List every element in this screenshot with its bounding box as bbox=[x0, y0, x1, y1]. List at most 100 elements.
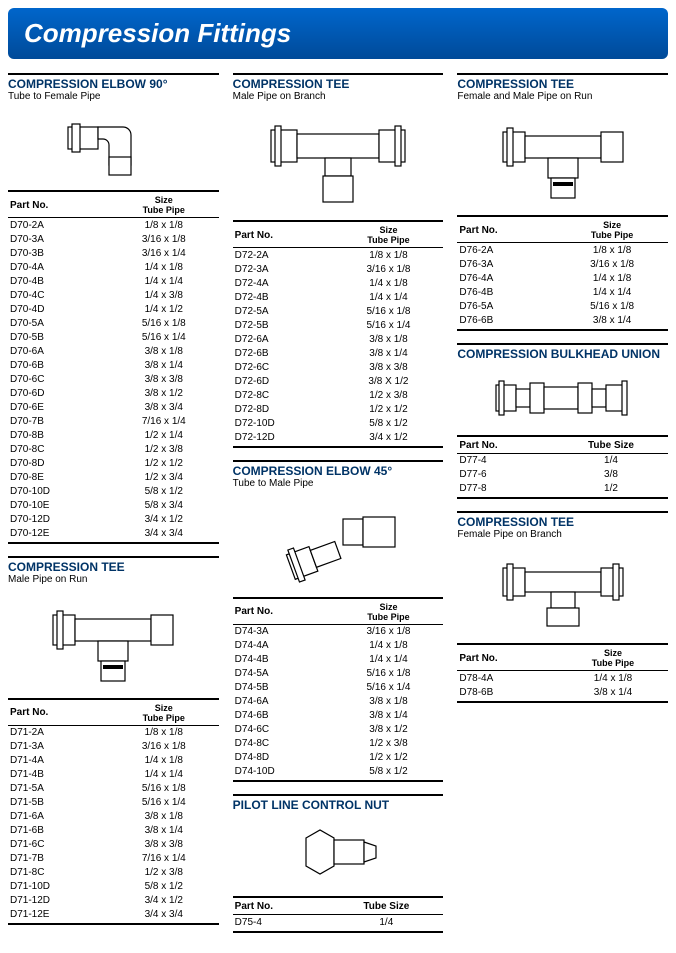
col-header-part: Part No. bbox=[457, 436, 554, 454]
table-row: D70-4A1/4 x 1/8 bbox=[8, 260, 219, 274]
part-size: 3/16 x 1/8 bbox=[334, 262, 444, 276]
section-title: COMPRESSION TEE bbox=[457, 73, 668, 91]
table-row: D71-4B1/4 x 1/4 bbox=[8, 768, 219, 782]
part-size: 3/8 x 1/4 bbox=[109, 824, 219, 838]
part-size: 1/2 x 3/8 bbox=[334, 737, 444, 751]
part-size: 3/4 x 1/2 bbox=[109, 894, 219, 908]
part-number: D72-4B bbox=[233, 290, 334, 304]
part-size: 1/4 x 1/4 bbox=[334, 290, 444, 304]
part-size: 3/8 X 1/2 bbox=[334, 374, 444, 388]
part-size: 3/8 x 1/8 bbox=[334, 695, 444, 709]
catalog-section: COMPRESSION TEEMale Pipe on Run Part No.… bbox=[8, 556, 219, 926]
part-size: 3/8 bbox=[554, 468, 668, 482]
table-row: D71-6A3/8 x 1/8 bbox=[8, 810, 219, 824]
size-head-2: Tube Pipe bbox=[336, 612, 442, 622]
section-title: COMPRESSION ELBOW 90° bbox=[8, 73, 219, 91]
part-size: 3/4 x 3/4 bbox=[109, 526, 219, 543]
part-size: 5/16 x 1/8 bbox=[556, 299, 668, 313]
catalog-section: COMPRESSION ELBOW 45°Tube to Male Pipe P… bbox=[233, 460, 444, 783]
col-header-size: SizeTube Pipe bbox=[109, 699, 219, 726]
col-header-part: Part No. bbox=[8, 191, 109, 218]
table-row: D71-12D3/4 x 1/2 bbox=[8, 894, 219, 908]
fitting-illustration bbox=[233, 493, 444, 597]
table-row: D70-6E3/8 x 3/4 bbox=[8, 400, 219, 414]
table-row: D78-4A1/4 x 1/8 bbox=[457, 671, 668, 686]
part-number: D70-4B bbox=[8, 274, 109, 288]
table-row: D75-41/4 bbox=[233, 915, 444, 932]
parts-table: Part No.SizeTube PipeD71-2A1/8 x 1/8D71-… bbox=[8, 698, 219, 926]
part-number: D71-4A bbox=[8, 754, 109, 768]
col-header-size: SizeTube Pipe bbox=[558, 644, 668, 671]
fitting-illustration bbox=[457, 544, 668, 643]
part-number: D72-2A bbox=[233, 248, 334, 263]
table-row: D74-6C3/8 x 1/2 bbox=[233, 723, 444, 737]
part-number: D71-6B bbox=[8, 824, 109, 838]
col-header-part: Part No. bbox=[233, 897, 330, 915]
parts-table: Part No.SizeTube PipeD76-2A1/8 x 1/8D76-… bbox=[457, 215, 668, 331]
table-row: D71-12E3/4 x 3/4 bbox=[8, 908, 219, 925]
part-number: D70-8D bbox=[8, 456, 109, 470]
table-row: D70-6D3/8 x 1/2 bbox=[8, 386, 219, 400]
section-subtitle: Male Pipe on Run bbox=[8, 574, 219, 585]
part-size: 7/16 x 1/4 bbox=[109, 852, 219, 866]
part-number: D76-6B bbox=[457, 313, 556, 330]
table-row: D76-5A5/16 x 1/8 bbox=[457, 299, 668, 313]
part-number: D71-6C bbox=[8, 838, 109, 852]
catalog-section: COMPRESSION TEEFemale and Male Pipe on R… bbox=[457, 73, 668, 331]
part-size: 1/4 x 1/2 bbox=[109, 302, 219, 316]
part-number: D74-10D bbox=[233, 765, 334, 782]
table-row: D74-5B5/16 x 1/4 bbox=[233, 681, 444, 695]
table-row: D74-5A5/16 x 1/8 bbox=[233, 667, 444, 681]
table-row: D71-2A1/8 x 1/8 bbox=[8, 725, 219, 740]
table-row: D71-5B5/16 x 1/4 bbox=[8, 796, 219, 810]
section-title: COMPRESSION TEE bbox=[8, 556, 219, 574]
part-number: D74-5B bbox=[233, 681, 334, 695]
part-size: 1/2 bbox=[554, 482, 668, 499]
part-size: 1/4 x 1/8 bbox=[109, 260, 219, 274]
part-number: D74-6B bbox=[233, 709, 334, 723]
size-head-2: Tube Pipe bbox=[560, 658, 666, 668]
part-number: D70-5B bbox=[8, 330, 109, 344]
part-number: D77-6 bbox=[457, 468, 554, 482]
part-size: 1/4 x 1/4 bbox=[334, 653, 444, 667]
part-size: 1/4 x 1/8 bbox=[334, 639, 444, 653]
table-row: D72-4A1/4 x 1/8 bbox=[233, 276, 444, 290]
fitting-illustration bbox=[457, 106, 668, 215]
size-head-1: Size bbox=[336, 225, 442, 235]
part-number: D76-4A bbox=[457, 271, 556, 285]
table-row: D70-5A5/16 x 1/8 bbox=[8, 316, 219, 330]
part-size: 1/4 x 1/4 bbox=[109, 768, 219, 782]
part-size: 1/2 x 3/4 bbox=[109, 470, 219, 484]
part-size: 1/4 x 3/8 bbox=[109, 288, 219, 302]
table-row: D74-8C1/2 x 3/8 bbox=[233, 737, 444, 751]
part-size: 3/16 x 1/8 bbox=[109, 232, 219, 246]
table-row: D71-8C1/2 x 3/8 bbox=[8, 866, 219, 880]
col-header-part: Part No. bbox=[233, 221, 334, 248]
part-size: 3/8 x 3/4 bbox=[109, 400, 219, 414]
parts-table: Part No.Tube SizeD75-41/4 bbox=[233, 896, 444, 933]
part-number: D70-4A bbox=[8, 260, 109, 274]
part-size: 3/8 x 3/8 bbox=[109, 372, 219, 386]
table-row: D70-12E3/4 x 3/4 bbox=[8, 526, 219, 543]
part-number: D74-4B bbox=[233, 653, 334, 667]
fitting-illustration bbox=[8, 106, 219, 190]
part-number: D70-10D bbox=[8, 484, 109, 498]
table-row: D76-6B3/8 x 1/4 bbox=[457, 313, 668, 330]
size-head-1: Size bbox=[111, 195, 217, 205]
part-number: D72-10D bbox=[233, 416, 334, 430]
table-row: D72-8C1/2 x 3/8 bbox=[233, 388, 444, 402]
part-size: 3/8 x 1/8 bbox=[109, 810, 219, 824]
table-row: D70-6B3/8 x 1/4 bbox=[8, 358, 219, 372]
catalog-section: COMPRESSION ELBOW 90°Tube to Female Pipe… bbox=[8, 73, 219, 544]
table-row: D76-3A3/16 x 1/8 bbox=[457, 257, 668, 271]
col-header-size: Tube Size bbox=[329, 897, 443, 915]
part-size: 3/8 x 1/4 bbox=[558, 685, 668, 702]
part-size: 1/4 bbox=[554, 453, 668, 468]
catalog-section: COMPRESSION BULKHEAD UNION Part No.Tube … bbox=[457, 343, 668, 500]
table-row: D74-6A3/8 x 1/8 bbox=[233, 695, 444, 709]
part-size: 5/16 x 1/4 bbox=[334, 318, 444, 332]
table-row: D71-5A5/16 x 1/8 bbox=[8, 782, 219, 796]
part-size: 3/8 x 1/2 bbox=[109, 386, 219, 400]
part-number: D70-12E bbox=[8, 526, 109, 543]
part-size: 1/4 x 1/4 bbox=[556, 285, 668, 299]
